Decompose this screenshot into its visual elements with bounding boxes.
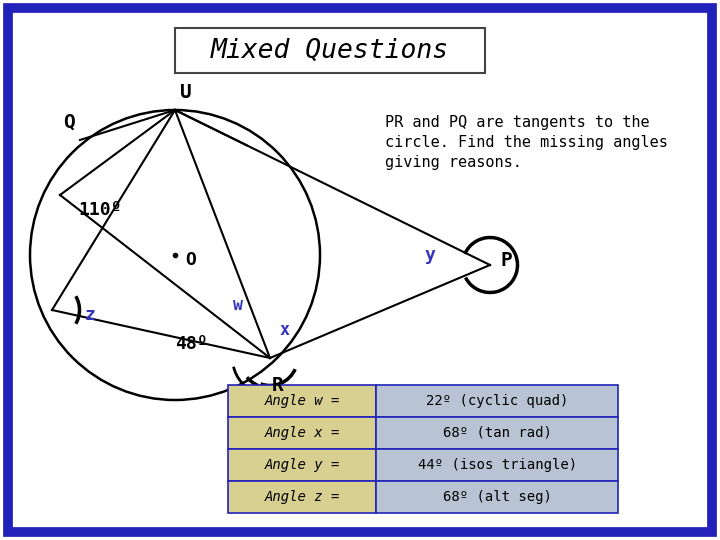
Bar	[228, 449, 376, 481]
Text: Angle y =: Angle y =	[264, 458, 340, 472]
Text: x: x	[280, 321, 290, 339]
Text: 68º (alt seg): 68º (alt seg)	[443, 490, 552, 504]
Text: z: z	[84, 306, 96, 324]
Text: Angle w =: Angle w =	[264, 394, 340, 408]
Bar	[175, 28, 485, 73]
Text: Angle z =: Angle z =	[264, 490, 340, 504]
Text: U: U	[180, 83, 192, 102]
Text: circle. Find the missing angles: circle. Find the missing angles	[385, 135, 668, 150]
Text: O: O	[185, 251, 196, 269]
Text: 22º (cyclic quad): 22º (cyclic quad)	[426, 394, 568, 408]
Bar	[376, 481, 618, 513]
Bar	[228, 385, 376, 417]
Bar	[376, 385, 618, 417]
Text: giving reasons.: giving reasons.	[385, 155, 522, 170]
Text: P: P	[500, 251, 512, 269]
Text: 44º (isos triangle): 44º (isos triangle)	[418, 458, 577, 472]
Text: 68º (tan rad): 68º (tan rad)	[443, 426, 552, 440]
Text: PR and PQ are tangents to the: PR and PQ are tangents to the	[385, 115, 649, 130]
Text: Angle x =: Angle x =	[264, 426, 340, 440]
Text: 48º: 48º	[176, 335, 208, 353]
Bar	[228, 417, 376, 449]
Text: y: y	[425, 246, 436, 264]
Text: Q: Q	[63, 113, 75, 132]
Bar	[228, 481, 376, 513]
Text: 110º: 110º	[78, 201, 122, 219]
Text: w: w	[233, 296, 243, 314]
Bar	[376, 449, 618, 481]
Text: Mixed Questions: Mixed Questions	[211, 37, 449, 64]
Bar	[376, 417, 618, 449]
Text: R: R	[272, 376, 284, 395]
